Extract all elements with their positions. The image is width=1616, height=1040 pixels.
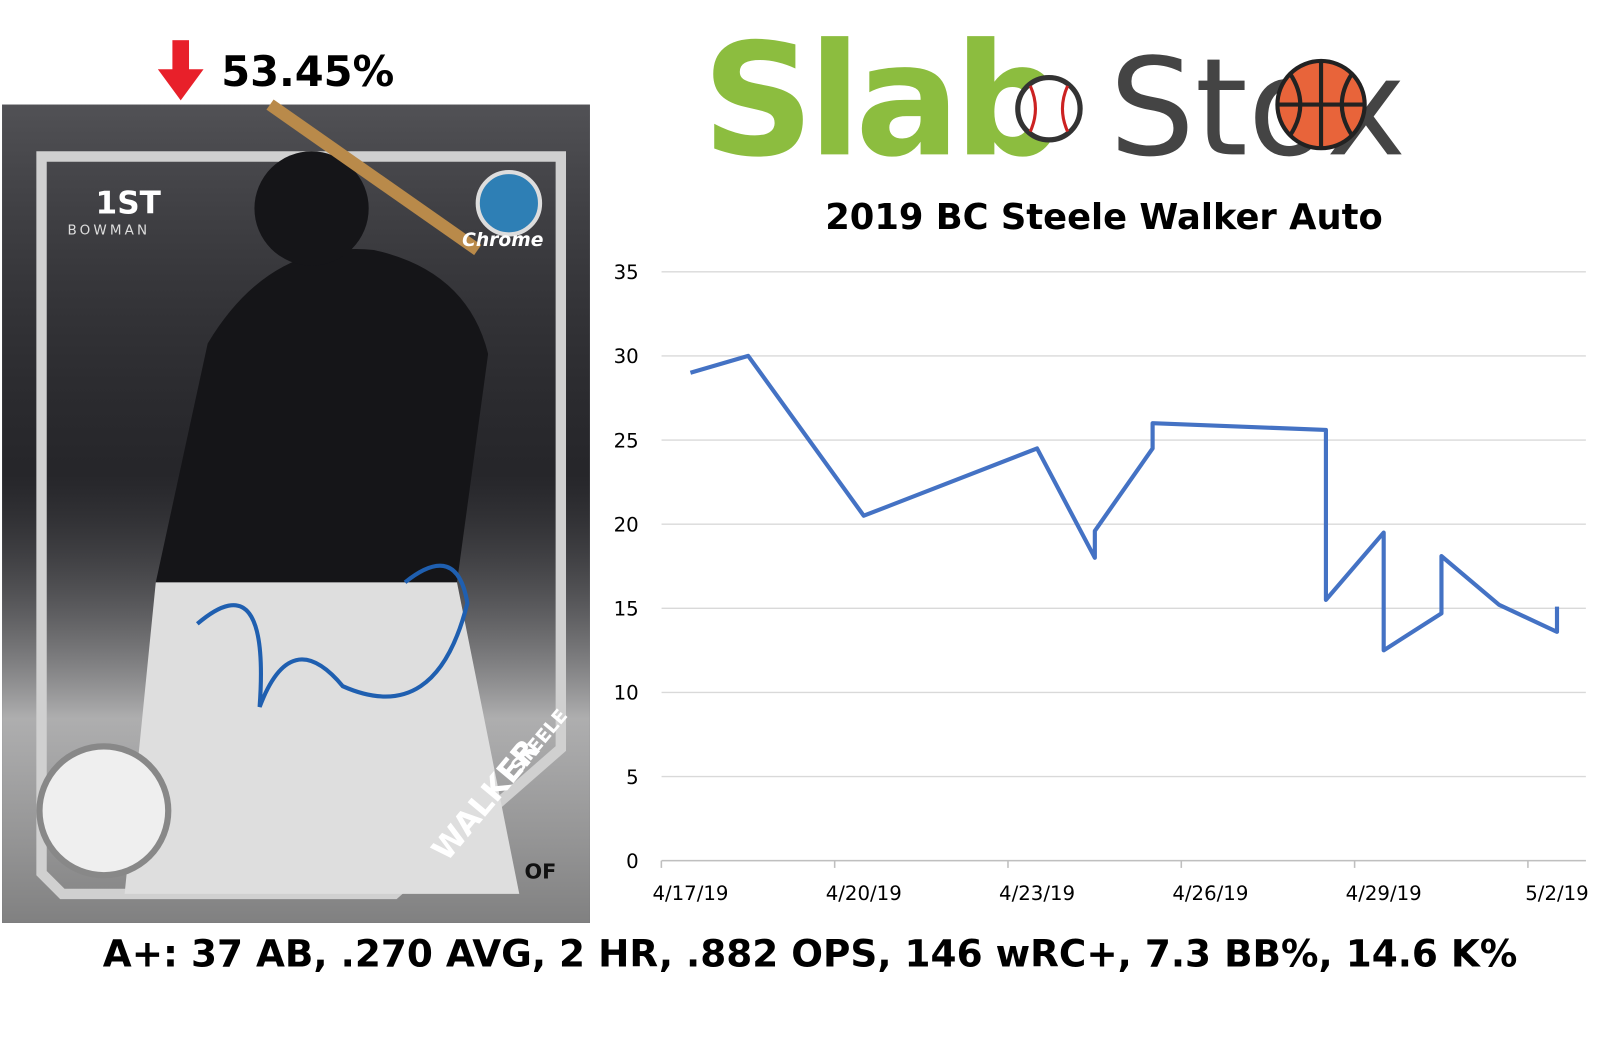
card-rookie: 1ST (96, 186, 162, 222)
stats-line: A+: 37 AB, .270 AVG, 2 HR, .882 OPS, 146… (103, 932, 1518, 976)
card-set: Chrome (462, 230, 543, 251)
basketball-icon (1275, 58, 1367, 151)
x-tick-label: 4/20/19 (826, 882, 902, 905)
x-tick-label: 4/29/19 (1346, 882, 1422, 905)
y-tick-label: 20 (614, 513, 639, 536)
y-tick-label: 10 (614, 682, 639, 705)
x-tick-label: 4/26/19 (1172, 882, 1248, 905)
y-tick-label: 5 (626, 766, 639, 789)
plot-area: 0 5 10 15 20 25 30 35 4/17/19 4/20/19 4/23/19 4/26/… (614, 261, 1589, 905)
chart-title: 2019 BC Steele Walker Auto (825, 197, 1382, 238)
baseball-icon (1015, 74, 1083, 143)
logo-slab: Slab (702, 9, 1059, 191)
card-image (2, 99, 590, 923)
line-series (689, 353, 1560, 653)
y-tick-label: 35 (614, 261, 639, 284)
change-percent: 53.45% (221, 47, 394, 96)
x-tick-label: 5/2/19 (1525, 882, 1588, 905)
y-tick-label: 25 (614, 429, 639, 452)
x-tick-label: 4/17/19 (652, 882, 728, 905)
x-tick-label: 4/23/19 (999, 882, 1075, 905)
down-arrow (157, 40, 204, 101)
card-brand: BOWMAN (68, 222, 151, 238)
card-position: OF (524, 859, 556, 883)
y-tick-label: 0 (626, 850, 639, 873)
y-tick-label: 30 (614, 345, 639, 368)
y-tick-label: 15 (614, 598, 639, 621)
